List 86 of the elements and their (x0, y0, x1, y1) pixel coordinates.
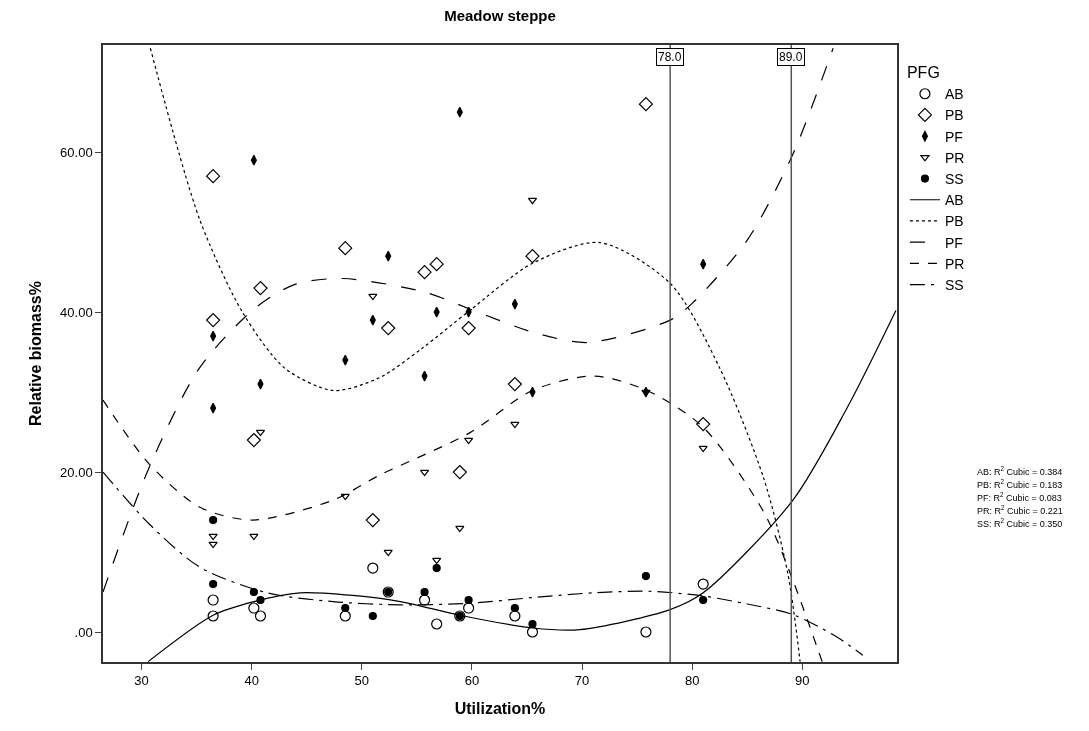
point (455, 525, 465, 533)
ref-line-label: 89.0 (779, 50, 803, 64)
legend-label: AB (944, 86, 964, 103)
point (368, 293, 378, 301)
legend-label: PR (944, 149, 965, 166)
point (432, 557, 442, 565)
point (527, 197, 538, 205)
point (383, 549, 393, 557)
ref-line-label: 78.0 (658, 50, 682, 64)
point (638, 97, 654, 112)
point (249, 533, 259, 541)
point (431, 618, 443, 630)
x-tick-label: 40 (244, 673, 259, 689)
point (367, 562, 379, 574)
point (381, 321, 396, 336)
point (254, 610, 267, 622)
point (207, 594, 219, 606)
text: PR: R$^{2}$ Cubic = 0.221 (977, 504, 1063, 516)
point (463, 437, 474, 445)
point (248, 602, 260, 614)
point (253, 281, 268, 296)
x-tick-label: 30 (134, 673, 149, 689)
text: PB: R$^{2}$ Cubic = 0.183 (977, 478, 1063, 490)
point (528, 619, 537, 629)
point (419, 469, 430, 477)
y-tick-label: 60.00 (60, 144, 93, 160)
y-tick-label: 20.00 (60, 464, 93, 480)
legend-label: SS (944, 171, 964, 187)
y-axis-title: Relative biomass% (26, 281, 44, 426)
point (526, 626, 539, 638)
point (432, 563, 441, 573)
point (339, 610, 351, 622)
point (464, 595, 473, 605)
legend-label: PF (944, 128, 963, 145)
point (206, 313, 221, 328)
point (697, 578, 709, 590)
point (417, 265, 432, 280)
point (525, 249, 540, 264)
point (208, 533, 218, 541)
x-tick-label: 80 (684, 673, 700, 689)
point (418, 594, 431, 606)
legend-label: PB (944, 107, 964, 124)
legend-label: SS (944, 277, 964, 293)
x-tick-label: 50 (354, 673, 370, 689)
point (640, 626, 652, 638)
point (699, 595, 708, 605)
point (209, 579, 218, 589)
point (452, 464, 467, 480)
text: AB: R$^{2}$ Cubic = 0.384 (977, 465, 1063, 477)
legend-label: AB (944, 192, 964, 209)
point (249, 587, 258, 597)
point (510, 421, 520, 429)
point (340, 493, 350, 501)
y-tick-label: 40.00 (60, 304, 93, 320)
point (207, 610, 219, 622)
point (429, 257, 444, 272)
point (208, 541, 218, 549)
point (255, 429, 266, 437)
legend-label: PR (944, 255, 965, 272)
point (206, 169, 221, 184)
point (510, 603, 519, 613)
point (509, 610, 521, 622)
point (461, 321, 476, 336)
x-tick-label: 70 (574, 673, 590, 689)
point (507, 376, 522, 392)
point (641, 571, 651, 581)
point (246, 432, 261, 448)
point (463, 602, 475, 614)
point (209, 515, 218, 525)
point (696, 416, 711, 432)
point (420, 587, 429, 597)
point (338, 241, 353, 256)
point (698, 445, 708, 453)
text: SS: R$^{2}$ Cubic = 0.350 (977, 517, 1063, 529)
legend-title: PFG (906, 64, 940, 82)
x-tick-label: 90 (795, 673, 810, 689)
legend-label: PF (944, 234, 963, 251)
chart-title: Meadow steppe (444, 7, 556, 25)
point (341, 603, 350, 613)
x-axis-title: Utilization% (454, 699, 546, 717)
point (365, 512, 380, 528)
point (368, 611, 377, 621)
legend-label: PB (944, 213, 964, 230)
text: PF: R$^{2}$ Cubic = 0.083 (977, 491, 1062, 503)
x-tick-label: 60 (464, 673, 480, 689)
y-tick-label: .00 (74, 624, 93, 640)
